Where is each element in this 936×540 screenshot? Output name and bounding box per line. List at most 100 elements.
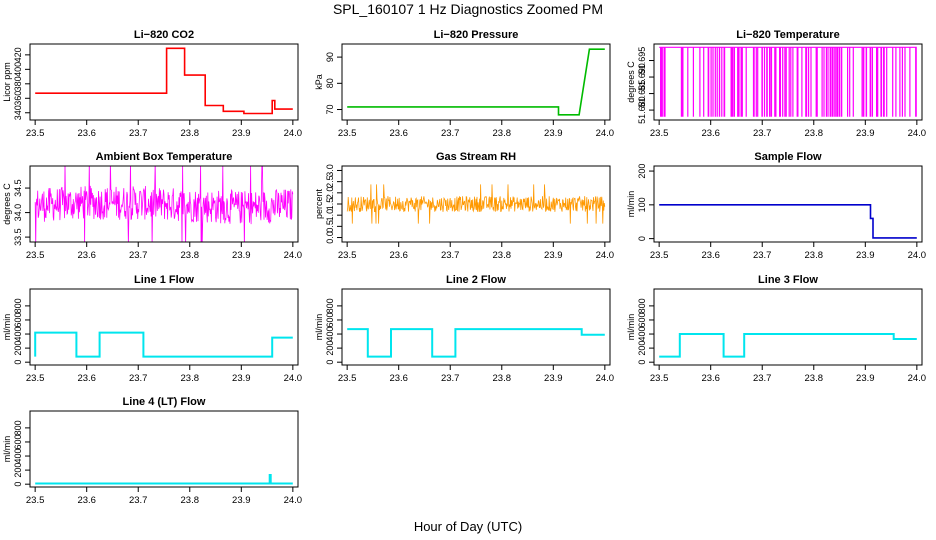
x-tick-label: 23.8 — [181, 373, 200, 384]
panel-frame — [653, 288, 923, 366]
y-tick-label: 100 — [637, 197, 647, 212]
x-axis: 23.5 23.6 23.7 23.8 23.9 24.0 — [650, 241, 927, 261]
y-tick-label: 420 — [13, 47, 23, 62]
panel-title: Gas Stream RH — [436, 151, 516, 163]
x-tick-label: 24.0 — [284, 250, 303, 261]
x-tick-label: 24.0 — [284, 495, 303, 506]
x-tick-label: 23.8 — [181, 495, 200, 506]
y-tick-label: 200 — [637, 341, 647, 356]
panel-data — [35, 474, 293, 485]
x-tick-label: 23.5 — [650, 373, 669, 384]
x-tick-label: 23.5 — [338, 128, 357, 139]
y-tick-label: 34.5 — [13, 179, 23, 197]
x-tick-label: 24.0 — [908, 250, 927, 261]
panel-data — [659, 333, 917, 358]
y-axis: 0.00.51.01.52.02.53.0 — [325, 164, 343, 244]
series-line — [35, 474, 293, 485]
y-tick-label: 600 — [637, 312, 647, 327]
y-tick-label: 600 — [13, 434, 23, 449]
panel-title: Ambient Box Temperature — [96, 151, 233, 163]
x-tick-label: 23.8 — [805, 128, 824, 139]
x-tick-label: 23.5 — [26, 250, 45, 261]
x-tick-label: 23.5 — [26, 128, 45, 139]
y-tick-label: 0.5 — [325, 220, 335, 233]
panel-title: Li−820 Temperature — [736, 29, 839, 41]
x-tick-label: 23.9 — [856, 250, 875, 261]
y-tick-label: 360 — [13, 91, 23, 106]
figure-xlabel: Hour of Day (UTC) — [414, 519, 522, 534]
y-tick-label: 90 — [325, 52, 335, 62]
x-tick-label: 23.7 — [129, 495, 148, 506]
x-tick-label: 24.0 — [908, 373, 927, 384]
x-tick-label: 23.5 — [650, 250, 669, 261]
y-tick-label: 400 — [13, 62, 23, 77]
y-tick-label: 0 — [637, 236, 647, 241]
series-line — [34, 166, 294, 242]
y-tick-label: 3.0 — [325, 164, 335, 177]
y-tick-label: 51.695 — [637, 47, 647, 75]
x-tick-label: 23.8 — [181, 250, 200, 261]
panel-8: Line 2 Flow ml/min 23.5 23.6 23.7 23.8 23.9 24.… — [314, 274, 614, 384]
panel-title: Line 4 (LT) Flow — [123, 396, 206, 408]
panel-data — [346, 184, 606, 224]
x-tick-label: 23.9 — [856, 373, 875, 384]
panel-data — [347, 48, 605, 116]
x-tick-label: 23.8 — [493, 250, 512, 261]
x-tick-label: 23.5 — [26, 495, 45, 506]
panel-data — [659, 46, 917, 117]
y-tick-label: 0 — [13, 360, 23, 365]
y-tick-label: 400 — [13, 327, 23, 342]
y-tick-label: 1.0 — [325, 209, 335, 222]
y-tick-label: 2.5 — [325, 175, 335, 188]
figure-title: SPL_160107 1 Hz Diagnostics Zoomed PM — [333, 1, 603, 17]
y-tick-label: 2.0 — [325, 187, 335, 200]
series-line — [347, 328, 605, 358]
x-tick-label: 23.7 — [441, 128, 460, 139]
x-tick-label: 24.0 — [596, 128, 615, 139]
panel-ylabel: ml/min — [314, 314, 324, 341]
x-tick-label: 24.0 — [284, 128, 303, 139]
panel-frame — [341, 43, 611, 121]
x-axis: 23.5 23.6 23.7 23.8 23.9 24.0 — [650, 119, 926, 139]
y-tick-label: 200 — [13, 341, 23, 356]
x-tick-label: 23.5 — [650, 128, 669, 139]
x-axis: 23.5 23.6 23.7 23.8 23.9 24.0 — [26, 241, 303, 261]
x-tick-label: 23.6 — [389, 128, 408, 139]
panel-ylabel: degrees C — [2, 183, 12, 225]
y-tick-label: 80 — [325, 78, 335, 88]
panel-ylabel: kPa — [314, 74, 324, 90]
x-tick-label: 23.7 — [441, 250, 460, 261]
x-tick-label: 23.6 — [77, 373, 96, 384]
panel-frame — [29, 410, 299, 488]
panel-frame — [29, 288, 299, 366]
y-tick-label: 200 — [13, 463, 23, 478]
x-axis: 23.5 23.6 23.7 23.8 23.9 24.0 — [26, 364, 302, 384]
y-tick-label: 51.685 — [637, 80, 647, 108]
x-axis: 23.5 23.6 23.7 23.8 23.9 24.0 — [338, 241, 614, 261]
y-tick-label: 0.0 — [325, 231, 335, 244]
y-tick-label: 200 — [637, 164, 647, 179]
y-tick-label: 400 — [637, 327, 647, 342]
x-tick-label: 23.9 — [232, 128, 251, 139]
x-axis: 23.5 23.6 23.7 23.8 23.9 24.0 — [650, 364, 927, 384]
y-tick-label: 800 — [13, 420, 23, 435]
panel-ylabel: ml/min — [626, 314, 636, 341]
x-axis: 23.5 23.6 23.7 23.8 23.9 24.0 — [338, 364, 614, 384]
panel-5: Gas Stream RH percent 23.5 23.6 23.7 23.8 23.9… — [314, 151, 614, 261]
y-tick-label: 51.680 — [637, 96, 647, 124]
panel-data — [659, 204, 917, 239]
panel-ylabel: Licor ppm — [2, 62, 12, 102]
series-line — [346, 184, 606, 224]
y-tick-label: 800 — [637, 298, 647, 313]
y-tick-label: 0 — [325, 360, 335, 365]
series-line — [34, 331, 293, 358]
panel-title: Line 2 Flow — [446, 274, 506, 286]
